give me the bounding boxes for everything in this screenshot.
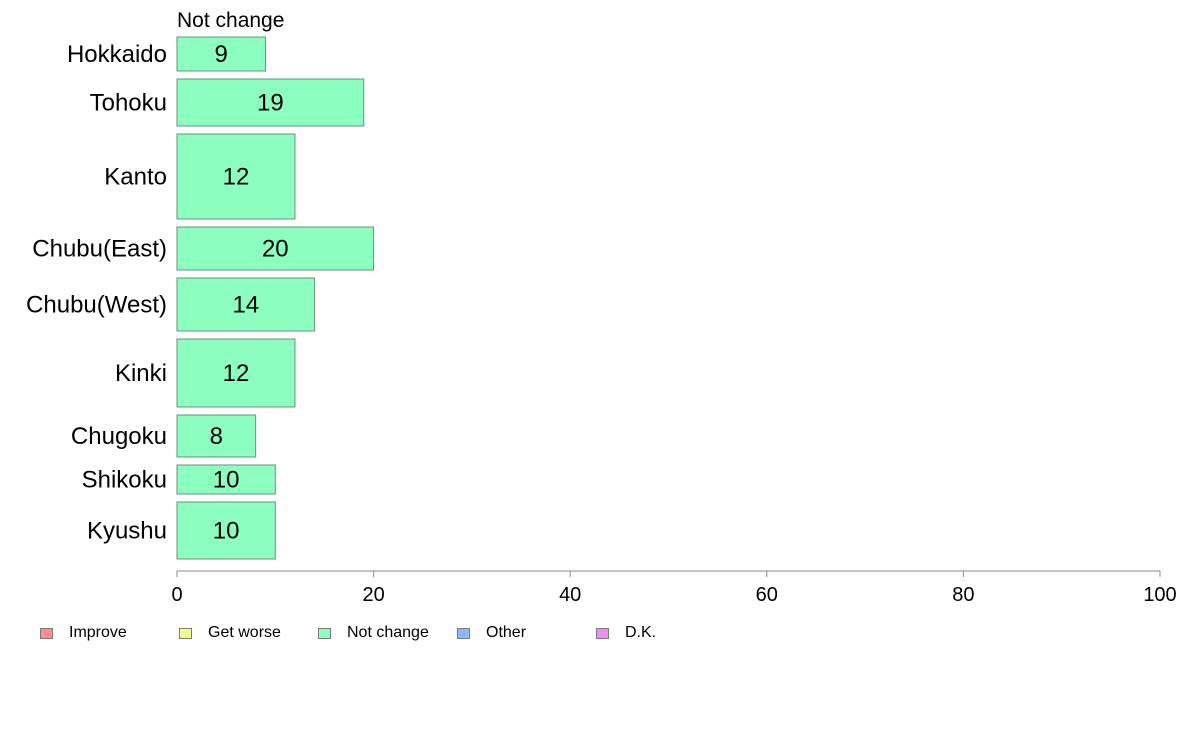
category-label-chubu-west: Chubu(West) bbox=[26, 292, 167, 319]
legend-swatch-other bbox=[457, 627, 470, 639]
legend-item-get-worse: Get worse bbox=[179, 624, 281, 642]
category-label-chugoku: Chugoku bbox=[71, 423, 167, 450]
bar-chugoku bbox=[176, 414, 257, 458]
legend-swatch-improve bbox=[40, 627, 53, 639]
legend-label-dk: D.K. bbox=[625, 624, 657, 641]
x-tick-label-40: 40 bbox=[559, 584, 581, 606]
bar-value-label-shikoku: 10 bbox=[213, 467, 240, 494]
bar-value-label-chubu-east: 20 bbox=[262, 236, 289, 263]
legend-label-improve: Improve bbox=[69, 624, 127, 641]
bar-value-label-chugoku: 8 bbox=[210, 423, 223, 450]
category-label-tohoku: Tohoku bbox=[90, 90, 167, 117]
legend-item-other: Other bbox=[457, 624, 526, 642]
bar-chubu-east bbox=[176, 226, 375, 271]
bar-value-label-kanto: 12 bbox=[223, 164, 250, 191]
bar-hokkaido bbox=[176, 36, 266, 72]
x-tick-label-80: 80 bbox=[952, 584, 974, 606]
x-tick-label-60: 60 bbox=[756, 584, 778, 606]
bar-value-label-kyushu: 10 bbox=[213, 518, 240, 545]
category-label-shikoku: Shikoku bbox=[82, 467, 167, 494]
category-label-chubu-east: Chubu(East) bbox=[32, 236, 167, 263]
bar-value-label-kinki: 12 bbox=[223, 360, 250, 387]
bar-kyushu bbox=[176, 501, 276, 560]
x-axis: 0 20 40 60 80 100 bbox=[171, 570, 1177, 606]
bar-value-label-chubu-west: 14 bbox=[232, 292, 259, 319]
legend-item-dk: D.K. bbox=[596, 624, 656, 642]
x-tick-label-0: 0 bbox=[171, 584, 182, 606]
series-title: Not change bbox=[177, 9, 284, 32]
legend-label-get-worse: Get worse bbox=[208, 624, 281, 641]
category-label-hokkaido: Hokkaido bbox=[67, 41, 167, 68]
bar-value-label-hokkaido: 9 bbox=[215, 41, 228, 68]
bar-chubu-west bbox=[176, 277, 316, 332]
bar-tohoku bbox=[176, 78, 365, 127]
legend-swatch-not-change bbox=[318, 627, 331, 639]
bar-value-label-tohoku: 19 bbox=[257, 90, 284, 117]
x-tick-label-20: 20 bbox=[362, 584, 384, 606]
legend-swatch-get-worse bbox=[179, 627, 192, 639]
bar-kanto bbox=[176, 133, 296, 220]
legend-swatch-dk bbox=[596, 627, 609, 639]
legend-label-other: Other bbox=[486, 624, 527, 641]
legend-item-not-change: Not change bbox=[318, 624, 429, 642]
bar-shikoku bbox=[176, 464, 276, 495]
category-label-kyushu: Kyushu bbox=[87, 518, 167, 545]
bar-kinki bbox=[176, 338, 296, 408]
legend-item-improve: Improve bbox=[40, 624, 127, 642]
legend-label-not-change: Not change bbox=[347, 624, 429, 641]
bars-layer: Hokkaido 9 Tohoku 19 Kanto 12 Chubu(East) 20 Chu… bbox=[26, 36, 375, 560]
category-label-kanto: Kanto bbox=[104, 164, 167, 191]
x-tick-label-100: 100 bbox=[1143, 584, 1176, 606]
category-label-kinki: Kinki bbox=[115, 360, 167, 387]
